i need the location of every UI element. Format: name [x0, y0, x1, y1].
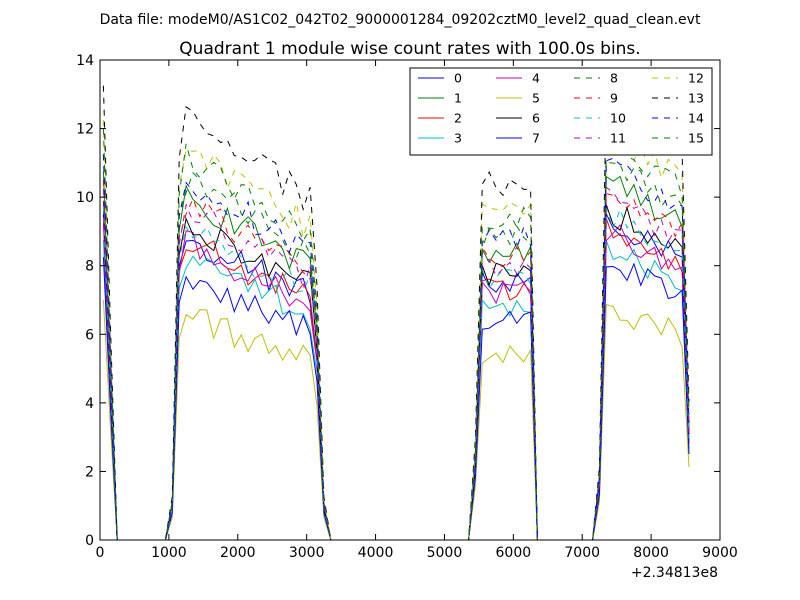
x-tick-label: 5000 — [427, 545, 463, 561]
x-tick-label: 3000 — [289, 545, 325, 561]
legend-label-15: 15 — [688, 131, 704, 146]
series-line-12 — [102, 119, 690, 541]
legend-label-8: 8 — [610, 71, 618, 86]
y-tick-label: 2 — [85, 464, 94, 480]
y-tick-label: 14 — [76, 53, 94, 69]
legend-label-5: 5 — [532, 91, 540, 106]
series-line-10 — [102, 205, 690, 541]
legend-label-9: 9 — [610, 91, 618, 106]
y-tick-label: 10 — [76, 190, 94, 206]
legend-label-6: 6 — [532, 111, 540, 126]
legend-label-10: 10 — [610, 111, 626, 126]
legend-box — [409, 67, 713, 156]
x-tick-label: 0 — [96, 545, 105, 561]
x-tick-label: 6000 — [496, 545, 532, 561]
legend-label-2: 2 — [454, 111, 462, 126]
y-tick-label: 6 — [85, 327, 94, 343]
series-line-8 — [102, 154, 690, 541]
legend-label-3: 3 — [454, 131, 462, 146]
x-tick-label: 9000 — [702, 545, 738, 561]
series-line-15 — [102, 128, 690, 541]
legend-label-11: 11 — [610, 131, 626, 146]
legend-label-1: 1 — [454, 91, 462, 106]
legend-label-4: 4 — [532, 71, 540, 86]
legend-label-0: 0 — [454, 71, 462, 86]
x-tick-label: 2000 — [220, 545, 256, 561]
series-line-9 — [102, 179, 690, 541]
legend-label-13: 13 — [688, 91, 704, 106]
axes-frame — [99, 59, 721, 541]
x-tick-label: 4000 — [358, 545, 394, 561]
legend-label-14: 14 — [688, 111, 704, 126]
x-tick-label: 7000 — [564, 545, 600, 561]
y-tick-label: 12 — [76, 122, 94, 138]
x-tick-label: 8000 — [633, 545, 669, 561]
y-tick-label: 0 — [85, 533, 94, 549]
x-offset-label: +2.34813e8 — [631, 565, 718, 581]
chart-title: Quadrant 1 module wise count rates with … — [179, 39, 640, 59]
x-tick-label: 1000 — [151, 545, 187, 561]
chart-suptitle: Data file: modeM0/AS1C02_042T02_90000012… — [100, 12, 701, 28]
y-tick-label: 4 — [85, 396, 94, 412]
y-tick-label: 8 — [85, 259, 94, 275]
legend-label-12: 12 — [688, 71, 704, 86]
x-axis: 0 1000 2000 3000 4000 5000 6000 7000 8000 9000 — [96, 60, 738, 561]
series-line-14 — [102, 154, 690, 541]
legend-label-7: 7 — [532, 131, 540, 146]
